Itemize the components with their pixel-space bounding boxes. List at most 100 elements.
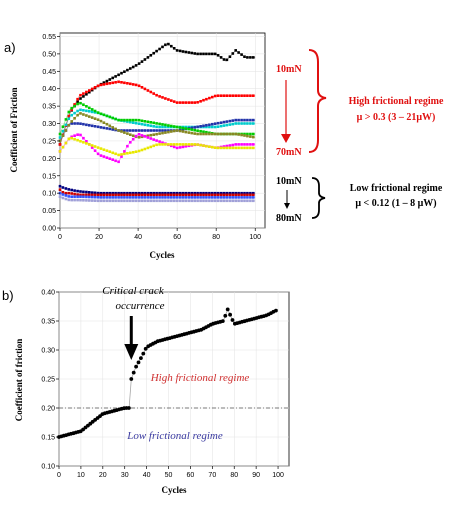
data-series xyxy=(57,307,279,439)
data-point xyxy=(172,193,176,197)
data-point xyxy=(231,143,235,147)
data-point xyxy=(158,47,161,51)
data-point xyxy=(243,94,246,97)
data-point xyxy=(196,191,199,195)
data-point xyxy=(225,196,229,199)
data-point xyxy=(231,193,235,197)
data-point xyxy=(237,51,240,54)
data-point xyxy=(181,196,185,199)
data-point xyxy=(187,131,191,134)
data-point xyxy=(161,196,164,199)
data-point xyxy=(90,193,94,197)
data-point xyxy=(149,193,153,197)
data-point xyxy=(184,130,188,134)
data-point xyxy=(76,113,79,117)
data-point xyxy=(225,193,229,197)
data-point xyxy=(70,135,73,139)
data-point xyxy=(152,121,155,125)
data-point xyxy=(93,199,97,202)
data-point xyxy=(222,199,226,203)
data-point xyxy=(240,191,243,195)
data-point xyxy=(123,131,126,134)
data-point xyxy=(152,144,155,148)
data-point xyxy=(178,143,182,146)
data-point xyxy=(140,135,144,139)
data-point xyxy=(140,199,144,203)
data-point xyxy=(243,143,246,146)
data-point xyxy=(108,196,112,199)
x-tick-label: 100 xyxy=(272,472,284,479)
data-point xyxy=(126,120,129,123)
x-tick-label: 90 xyxy=(252,472,260,479)
data-point xyxy=(222,120,226,124)
data-point xyxy=(114,152,117,156)
data-point xyxy=(111,126,114,129)
data-point xyxy=(152,199,155,203)
data-point xyxy=(58,184,62,188)
panel-a-label: a) xyxy=(4,40,16,55)
data-point xyxy=(211,193,214,197)
data-point xyxy=(167,129,170,132)
data-point xyxy=(143,199,147,203)
data-point xyxy=(137,136,141,139)
data-point xyxy=(246,193,249,197)
data-point xyxy=(193,199,196,203)
data-point xyxy=(205,124,208,127)
data-point xyxy=(131,193,135,197)
data-point xyxy=(193,143,196,146)
data-point xyxy=(126,191,129,195)
data-point xyxy=(175,101,179,104)
data-point xyxy=(146,120,150,124)
data-point xyxy=(249,94,252,97)
data-point xyxy=(234,196,237,199)
data-point xyxy=(240,122,243,125)
data-point xyxy=(243,146,246,150)
data-point xyxy=(167,125,170,129)
data-point xyxy=(137,62,141,65)
data-point xyxy=(146,199,150,203)
data-point xyxy=(228,193,232,197)
data-point xyxy=(99,83,103,87)
data-point xyxy=(234,143,237,146)
data-point xyxy=(120,71,123,75)
data-point xyxy=(172,47,176,50)
data-point xyxy=(76,102,79,106)
data-point xyxy=(90,146,94,149)
data-point xyxy=(237,193,240,197)
data-point xyxy=(246,134,249,138)
data-point xyxy=(246,146,249,150)
data-point xyxy=(67,114,71,118)
data-point xyxy=(199,191,202,195)
data-point xyxy=(140,196,144,199)
data-point xyxy=(102,148,106,151)
data-point xyxy=(131,191,135,195)
data-point xyxy=(149,133,153,137)
data-point xyxy=(216,196,220,199)
data-point xyxy=(88,124,91,127)
data-point xyxy=(105,127,109,130)
data-point xyxy=(102,196,106,199)
data-point xyxy=(85,109,88,113)
data-point xyxy=(102,83,106,86)
y-tick-label: 0.25 xyxy=(42,138,56,145)
data-point xyxy=(102,155,106,158)
data-point xyxy=(181,128,185,131)
data-point xyxy=(129,133,132,136)
data-point xyxy=(208,193,211,197)
data-point xyxy=(73,192,76,196)
data-point xyxy=(140,119,144,123)
data-point xyxy=(93,195,97,199)
data-point xyxy=(58,150,62,153)
data-point xyxy=(170,191,173,195)
data-point xyxy=(164,131,167,134)
data-point xyxy=(58,143,62,146)
data-point xyxy=(76,133,79,136)
x-tick-label: 0 xyxy=(58,234,62,241)
data-point xyxy=(90,124,94,128)
data-point xyxy=(202,98,205,102)
data-point xyxy=(137,118,141,122)
data-point xyxy=(196,132,199,136)
data-point xyxy=(123,70,126,73)
data-point xyxy=(114,117,117,121)
data-point xyxy=(129,129,132,132)
